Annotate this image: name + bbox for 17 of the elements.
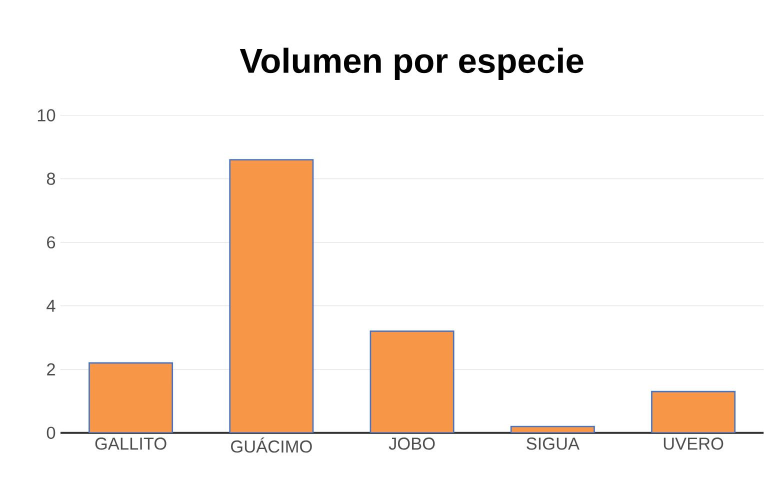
bar bbox=[370, 330, 454, 433]
y-tick-label: 10 bbox=[38, 109, 56, 122]
x-tick-label: SIGUA bbox=[526, 438, 580, 450]
bar bbox=[510, 426, 595, 433]
x-tick-label: UVERO bbox=[664, 438, 724, 450]
y-tick-label: 0 bbox=[46, 426, 56, 439]
x-tick-label: GUÁCIMO bbox=[231, 438, 312, 453]
y-tick-label: 4 bbox=[46, 300, 56, 312]
x-tick-label: GALLITO bbox=[95, 438, 166, 450]
y-tick-label: 6 bbox=[47, 236, 56, 248]
bar bbox=[88, 362, 174, 433]
chart-title: Volumen por especie bbox=[240, 48, 584, 80]
bar bbox=[229, 159, 314, 433]
bar bbox=[651, 390, 736, 433]
y-tick-label: 2 bbox=[47, 363, 55, 376]
y-tick-label: 8 bbox=[46, 172, 56, 185]
x-tick-label: JOBO bbox=[388, 438, 435, 450]
